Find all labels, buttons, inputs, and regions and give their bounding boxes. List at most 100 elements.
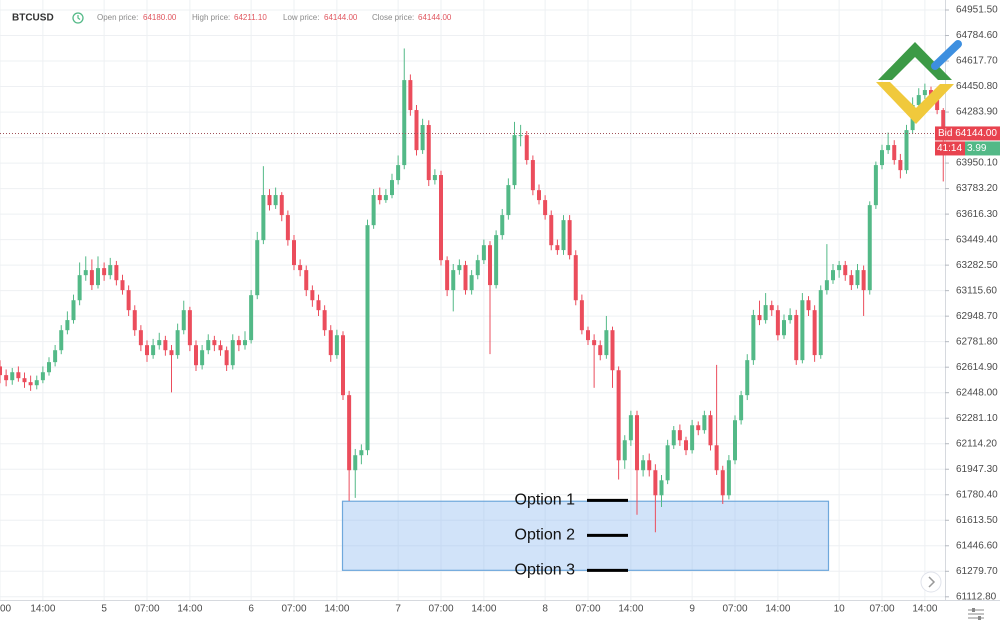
candle-body [279,195,284,216]
settings-icon[interactable] [968,608,984,620]
candle-body [439,175,443,261]
header-value: 64211.10 [234,13,267,22]
candle-body [647,460,652,471]
candle-body [200,350,205,366]
candle-body [249,295,254,341]
candle-body [96,268,100,286]
candle-body [659,480,664,496]
candle-body [175,330,180,356]
candle-body [690,425,695,451]
bid-tag [935,126,1000,141]
candle-body [138,330,143,346]
option-label: Option 2 [515,527,576,544]
candle-body [763,305,768,321]
y-tick-label: 61112.80 [956,591,997,602]
candle-body [604,330,609,356]
candle-body [432,175,437,181]
x-tick-label: 00 [0,604,12,615]
scroll-button[interactable] [920,571,942,593]
x-tick-label: 14:00 [765,604,790,615]
candle-body [831,270,835,281]
candle-body [567,220,572,256]
candle-body [708,415,713,446]
x-tick-label: 07:00 [869,604,894,615]
candle-body [555,245,560,251]
candle-body [371,195,376,226]
candle-body [218,345,223,351]
candle-body [800,300,805,361]
candle-body [824,280,829,291]
x-tick-label: 07:00 [722,604,747,615]
overlay-layer: Option 1 Option 2 Option 3 [0,132,945,579]
x-tick-label: 10 [834,604,846,615]
candle-body [616,370,621,461]
candle-body [579,300,584,331]
candle-body [733,420,737,461]
y-tick-label: 63449.40 [956,234,998,245]
y-tick-label: 63616.30 [956,209,998,220]
candle-body [132,310,137,331]
header-value: 64144.00 [418,13,452,22]
candle-body [641,460,646,471]
candle-body [757,315,762,321]
candle-body [684,440,688,451]
x-tick-label: 6 [248,604,254,615]
candle-body [500,215,505,236]
y-tick-label: 63950.10 [956,158,998,169]
candle-body [408,80,413,111]
candle-body [855,270,860,286]
candle-body [4,375,9,381]
candle-body [145,345,149,356]
candle-body [635,415,639,471]
candle-body [451,270,456,291]
candle-body [347,395,352,471]
candle-body [59,330,64,351]
candle-body [512,135,517,186]
candle-body [298,265,303,271]
symbol: BTCUSD [12,13,54,24]
candle-body [402,80,407,166]
x-tick-label: 7 [395,604,401,615]
candle-body [377,195,382,201]
candle-body [194,345,198,366]
y-tick-label: 63783.20 [956,183,998,194]
ask-label: 3.99 [967,143,987,154]
candle-body [114,265,119,281]
header-label: Close price: [372,13,414,22]
candle-body [273,195,278,206]
candle-body [255,240,260,296]
candle-body [16,372,21,379]
candle-body [671,430,676,446]
y-tick-label: 64283.90 [956,107,998,118]
candle-body [524,135,529,161]
header-label: Open price: [97,13,138,22]
candle-body [463,265,468,291]
candle-body [751,315,756,361]
candle-body [89,270,94,286]
x-tick-label: 14:00 [618,604,643,615]
candle-body [886,145,891,151]
candle-body [426,125,431,181]
y-tick-label: 61613.50 [956,515,998,526]
candle-body [322,310,327,331]
candle-body [806,300,811,311]
candle-body [726,460,731,496]
candle-body [359,450,364,456]
candle-body [310,290,315,301]
candle-body [788,315,793,321]
candle-body [224,350,229,366]
candle-body [445,260,450,291]
candle-body [922,90,927,96]
candle-body [22,378,27,383]
candle-body [65,320,70,331]
candle-body [316,300,321,311]
candle-body [457,265,462,271]
candle-body [561,220,566,251]
bid-label: Bid 64144.00 [938,128,997,139]
candle-body [108,265,113,276]
candle-body [530,160,535,191]
candle-body [206,340,211,351]
grid-layer [0,0,945,600]
candle-body [898,160,903,171]
x-tick-label: 07:00 [575,604,600,615]
